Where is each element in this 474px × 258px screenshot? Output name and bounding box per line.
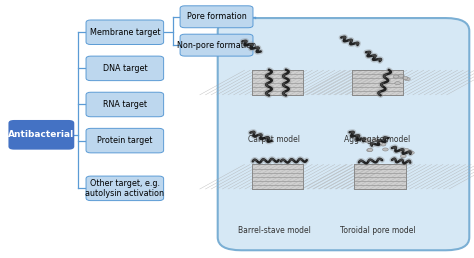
FancyBboxPatch shape xyxy=(180,34,253,56)
Circle shape xyxy=(402,77,408,80)
Circle shape xyxy=(383,148,388,151)
Circle shape xyxy=(405,77,410,80)
Circle shape xyxy=(409,151,414,154)
Bar xyxy=(352,70,403,95)
Circle shape xyxy=(399,149,405,152)
Bar xyxy=(354,165,406,189)
Circle shape xyxy=(367,148,373,151)
FancyBboxPatch shape xyxy=(86,20,164,44)
FancyBboxPatch shape xyxy=(86,56,164,80)
Bar xyxy=(252,165,303,189)
Circle shape xyxy=(399,74,404,77)
FancyBboxPatch shape xyxy=(218,18,469,250)
Text: DNA target: DNA target xyxy=(102,64,147,73)
Circle shape xyxy=(380,143,386,146)
Circle shape xyxy=(377,142,383,145)
FancyBboxPatch shape xyxy=(86,92,164,117)
Text: Antibacterial: Antibacterial xyxy=(8,130,74,139)
Text: Barrel-stave model: Barrel-stave model xyxy=(237,227,310,235)
Text: Non-pore formation: Non-pore formation xyxy=(177,41,256,50)
Circle shape xyxy=(403,148,409,151)
FancyBboxPatch shape xyxy=(9,120,74,150)
Circle shape xyxy=(364,138,369,141)
Text: Other target, e.g.
autolysin activation: Other target, e.g. autolysin activation xyxy=(85,179,164,198)
Text: Aggregate model: Aggregate model xyxy=(345,135,411,144)
Bar xyxy=(252,70,303,95)
Circle shape xyxy=(401,155,406,158)
Circle shape xyxy=(367,149,373,152)
Text: Protein target: Protein target xyxy=(97,136,153,145)
Text: Membrane target: Membrane target xyxy=(90,28,160,37)
Text: Pore formation: Pore formation xyxy=(187,12,246,21)
FancyBboxPatch shape xyxy=(180,6,253,28)
Circle shape xyxy=(365,140,370,143)
Text: Toroidal pore model: Toroidal pore model xyxy=(340,227,415,235)
Text: Carpet model: Carpet model xyxy=(248,135,300,144)
Bar xyxy=(352,70,403,95)
Circle shape xyxy=(395,82,401,85)
FancyBboxPatch shape xyxy=(86,128,164,153)
Bar xyxy=(354,165,406,189)
Circle shape xyxy=(407,150,412,154)
Circle shape xyxy=(393,75,399,78)
Bar xyxy=(252,70,303,95)
Bar xyxy=(252,165,303,189)
Circle shape xyxy=(372,138,377,141)
Text: RNA target: RNA target xyxy=(103,100,147,109)
FancyBboxPatch shape xyxy=(86,176,164,201)
